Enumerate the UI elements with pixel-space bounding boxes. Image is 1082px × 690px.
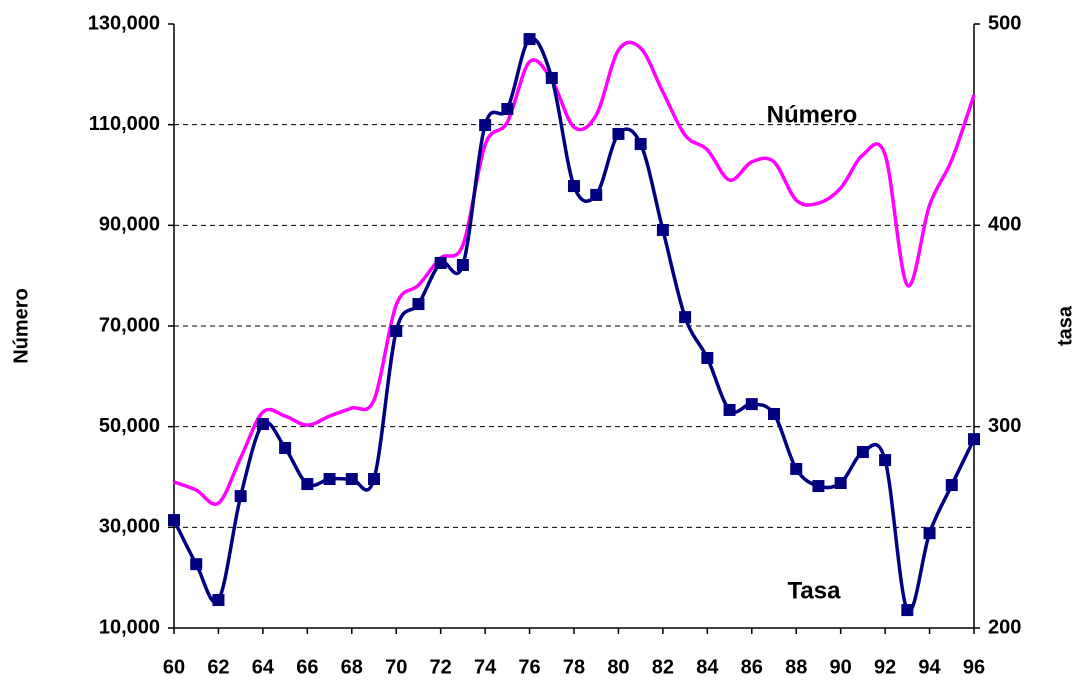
- y-tick-label: 10,000: [99, 616, 160, 638]
- marker: [656, 223, 669, 236]
- marker: [434, 256, 447, 269]
- marker: [390, 325, 403, 338]
- x-tick-label: 94: [918, 656, 941, 678]
- x-tick-label: 86: [741, 656, 763, 678]
- x-tick-label: 66: [296, 656, 318, 678]
- x-tick-label: 62: [207, 656, 229, 678]
- marker: [768, 407, 780, 420]
- series-label: Tasa: [788, 577, 842, 604]
- y-tick-label: 30,000: [99, 516, 160, 538]
- marker: [301, 478, 314, 491]
- marker: [723, 403, 736, 416]
- y-tick-label: 110,000: [89, 113, 160, 135]
- marker: [634, 137, 647, 150]
- x-tick-label: 92: [874, 656, 896, 678]
- marker: [790, 462, 803, 475]
- marker: [279, 442, 292, 455]
- x-tick-label: 82: [652, 656, 674, 678]
- marker: [968, 433, 980, 446]
- y2-axis-title: tasa: [1054, 305, 1076, 346]
- y-tick-label: 130,000: [88, 12, 160, 34]
- x-tick-label: 68: [341, 656, 363, 678]
- marker: [545, 71, 558, 84]
- marker: [345, 473, 358, 486]
- marker: [812, 480, 825, 493]
- x-tick-label: 64: [252, 656, 275, 678]
- x-tick-label: 60: [163, 656, 185, 678]
- marker: [212, 594, 225, 607]
- marker: [568, 180, 580, 193]
- marker: [923, 527, 936, 540]
- line: [173, 40, 976, 507]
- x-tick-label: 84: [696, 656, 719, 678]
- y2-tick-label: 400: [988, 214, 1021, 236]
- y2-tick-label: 500: [988, 12, 1021, 34]
- y-tick-label: 70,000: [99, 314, 160, 336]
- marker: [945, 479, 958, 492]
- marker: [523, 33, 536, 46]
- marker: [323, 473, 336, 486]
- x-tick-label: 72: [430, 656, 452, 678]
- y-tick-label: 90,000: [99, 214, 160, 236]
- marker: [190, 558, 203, 571]
- y2-tick-label: 300: [988, 415, 1021, 437]
- marker: [856, 446, 869, 459]
- marker: [368, 473, 380, 486]
- x-tick-label: 88: [785, 656, 807, 678]
- marker: [879, 454, 892, 467]
- marker: [256, 418, 269, 431]
- y-tick-label: 50,000: [99, 415, 160, 437]
- marker: [479, 119, 492, 132]
- marker: [745, 398, 758, 411]
- marker: [456, 258, 469, 271]
- series-label: Número: [767, 101, 858, 128]
- marker: [612, 127, 625, 140]
- marker: [501, 102, 514, 115]
- y2-tick-label: 200: [988, 616, 1021, 638]
- x-tick-label: 80: [607, 656, 629, 678]
- x-tick-label: 90: [830, 656, 852, 678]
- marker: [412, 298, 425, 311]
- marker: [168, 514, 180, 527]
- y-axis-title: Número: [10, 288, 32, 364]
- marker: [234, 490, 247, 503]
- marker: [701, 352, 714, 365]
- x-tick-label: 96: [963, 656, 985, 678]
- marker: [590, 188, 603, 201]
- x-tick-label: 74: [474, 656, 497, 678]
- marker: [834, 477, 847, 490]
- marker: [901, 604, 914, 617]
- x-tick-label: 70: [385, 656, 407, 678]
- marker: [679, 311, 692, 324]
- x-tick-label: 76: [518, 656, 540, 678]
- x-tick-label: 78: [563, 656, 585, 678]
